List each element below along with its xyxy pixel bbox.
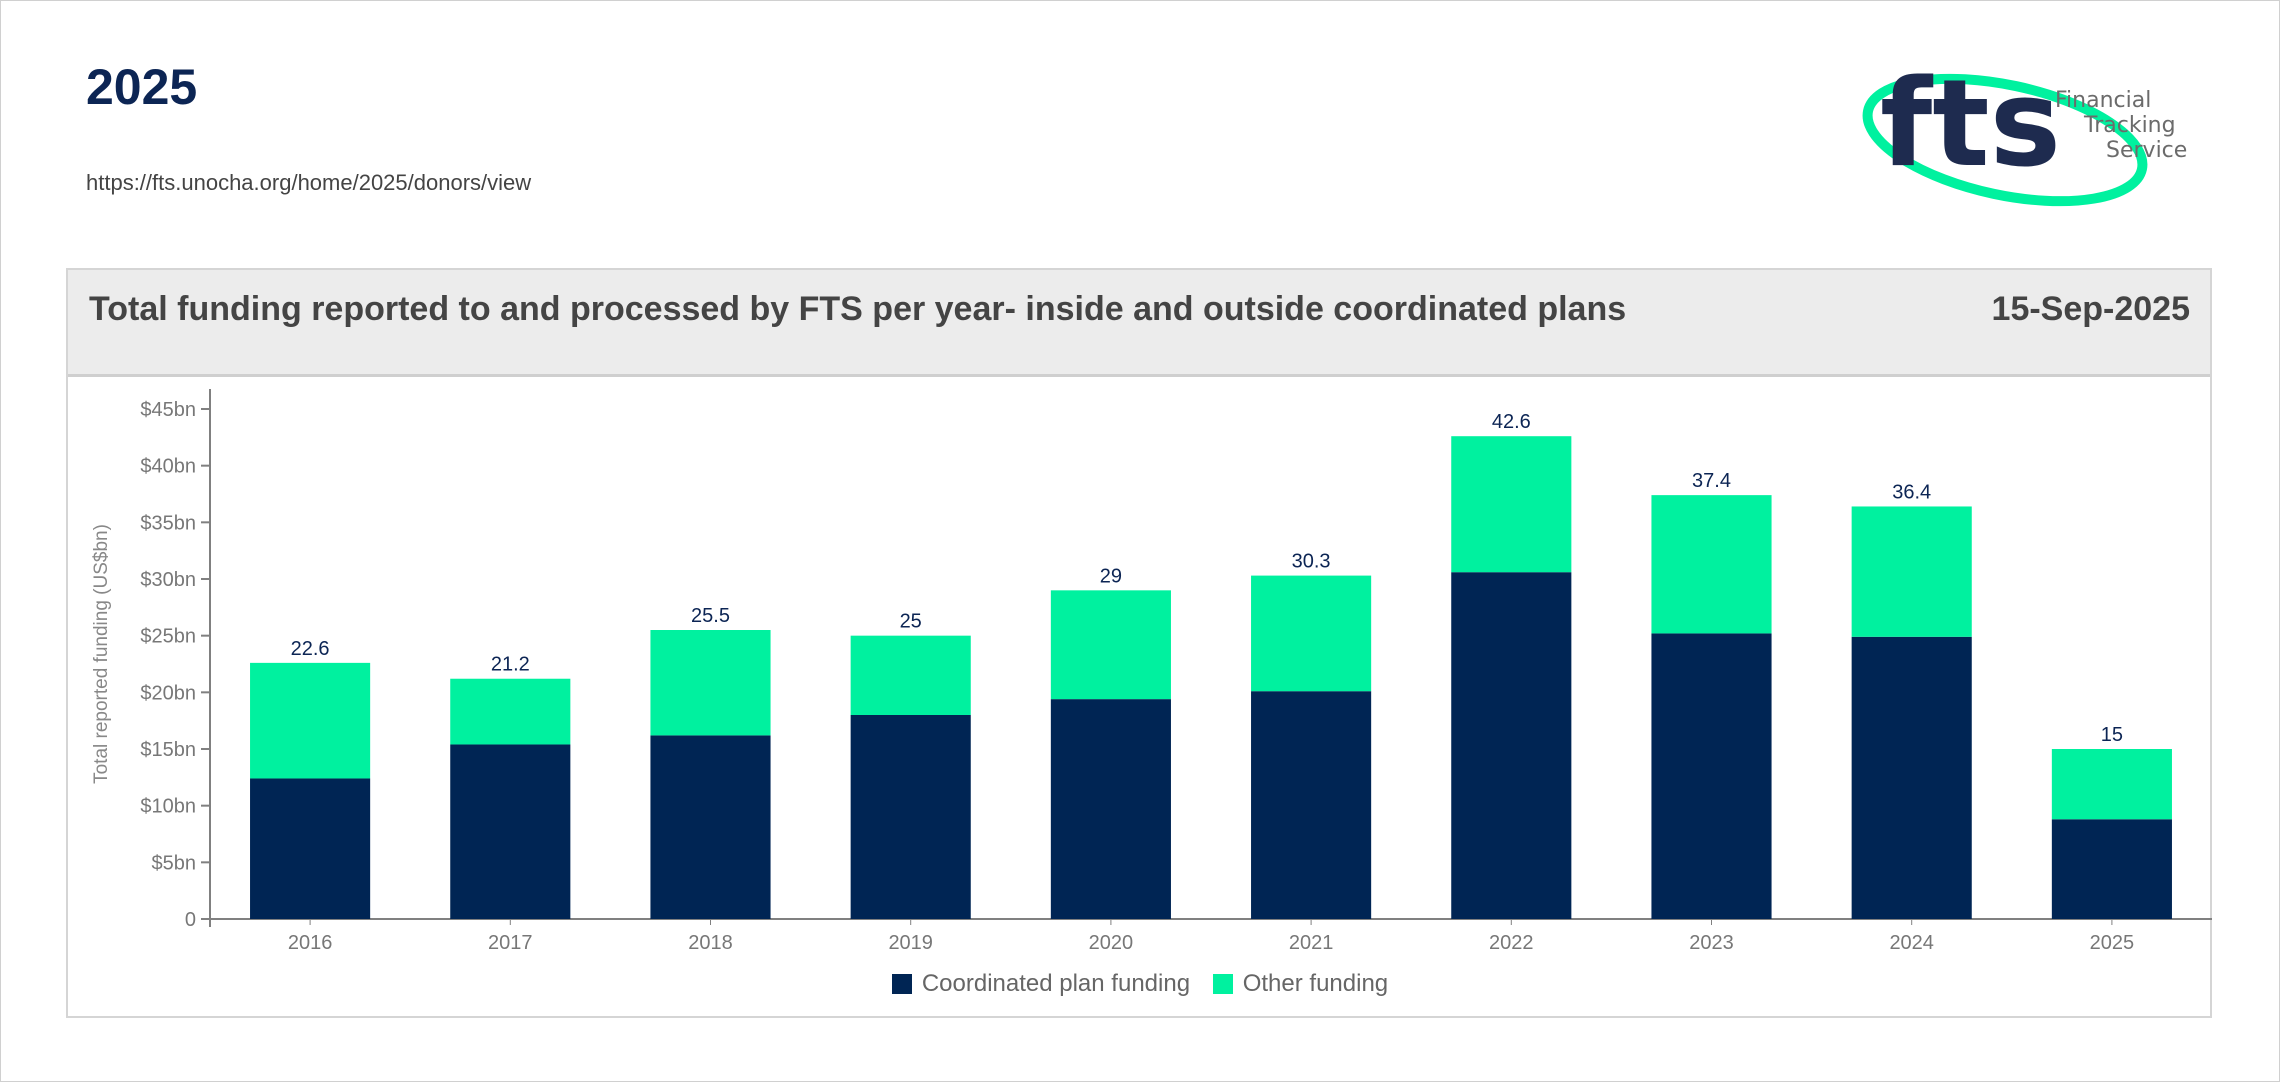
x-tick-label: 2024 xyxy=(1889,932,1934,954)
funding-bar-chart: 0 $5bn $10bn $15bn $20bn $25bn $30bn $35bn $40bn… xyxy=(91,389,2212,954)
bar-coordinated-2022 xyxy=(1451,572,1572,919)
chart-panel-header: Total funding reported to and processed … xyxy=(68,270,2210,377)
legend-swatch-other xyxy=(1212,974,1233,994)
page-year-heading: 2025 xyxy=(86,59,198,115)
y-tick-label: $10bn xyxy=(140,796,196,818)
logo-mark: fts xyxy=(1880,55,2061,194)
bar-total-label: 36.4 xyxy=(1892,481,1931,503)
bar-other-2021 xyxy=(1251,575,1372,692)
bar-total-label: 15 xyxy=(2101,724,2123,746)
chart-legend: Coordinated plan funding Other funding xyxy=(0,970,2280,1001)
legend-label-coordinated: Coordinated plan funding xyxy=(921,970,1191,997)
y-tick-label: $40bn xyxy=(140,456,196,478)
bar-other-2024 xyxy=(1851,506,1972,637)
bar-coordinated-2017 xyxy=(450,744,571,919)
chart-title: Total funding reported to and processed … xyxy=(89,290,1627,328)
chart-panel: Total funding reported to and processed … xyxy=(66,268,2212,1018)
x-tick-label: 2016 xyxy=(288,932,333,954)
y-axis-title: Total reported funding (US$bn) xyxy=(91,524,112,784)
bar-coordinated-2016 xyxy=(250,778,371,919)
bar-total-label: 25.5 xyxy=(691,605,730,627)
y-tick-label: $5bn xyxy=(152,852,197,874)
x-tick-label: 2022 xyxy=(1489,932,1534,954)
logo-text-financial: Financial xyxy=(2055,88,2152,113)
bar-other-2025 xyxy=(2051,749,2172,820)
legend-item-coordinated[interactable]: Coordinated plan funding xyxy=(891,970,1191,998)
y-tick-label: 0 xyxy=(185,909,196,931)
bar-coordinated-2023 xyxy=(1651,633,1772,919)
chart-date: 15-Sep-2025 xyxy=(1991,290,2190,328)
x-tick-label: 2021 xyxy=(1289,932,1334,954)
bar-other-2020 xyxy=(1050,590,1171,700)
x-tick-label: 2018 xyxy=(688,932,733,954)
bar-total-label: 21.2 xyxy=(491,654,530,676)
bar-other-2016 xyxy=(250,662,371,779)
bar-total-label: 30.3 xyxy=(1292,551,1331,573)
legend-swatch-coordinated xyxy=(891,974,912,994)
bar-total-label: 22.6 xyxy=(291,638,330,660)
page-url[interactable]: https://fts.unocha.org/home/2025/donors/… xyxy=(86,170,532,195)
x-tick-label: 2025 xyxy=(2090,932,2135,954)
fts-logo: fts Financial Tracking Service xyxy=(1800,40,2190,230)
bar-other-2017 xyxy=(450,678,571,745)
bar-total-label: 37.4 xyxy=(1692,470,1731,492)
bar-total-label: 29 xyxy=(1100,565,1122,587)
x-tick-label: 2023 xyxy=(1689,932,1734,954)
x-tick-label: 2017 xyxy=(488,932,533,954)
bar-coordinated-2019 xyxy=(850,715,971,919)
x-tick-label: 2019 xyxy=(888,932,933,954)
y-tick-label: $25bn xyxy=(140,626,196,648)
legend-label-other: Other funding xyxy=(1242,970,1389,997)
bar-other-2023 xyxy=(1651,495,1772,634)
y-tick-label: $45bn xyxy=(140,399,196,421)
y-tick-label: $20bn xyxy=(140,682,196,704)
legend-item-other[interactable]: Other funding xyxy=(1212,970,1389,998)
bar-coordinated-2021 xyxy=(1251,691,1372,919)
y-tick-label: $30bn xyxy=(140,569,196,591)
bar-total-label: 25 xyxy=(900,611,922,633)
bar-other-2018 xyxy=(650,630,771,736)
bar-other-2022 xyxy=(1451,436,1572,573)
bar-coordinated-2020 xyxy=(1050,699,1171,919)
y-tick-label: $15bn xyxy=(140,739,196,761)
bar-other-2019 xyxy=(850,635,971,715)
bar-coordinated-2024 xyxy=(1851,636,1972,919)
bar-total-label: 42.6 xyxy=(1492,411,1531,433)
logo-text-service: Service xyxy=(2106,138,2188,163)
y-tick-label: $35bn xyxy=(140,512,196,534)
bar-coordinated-2018 xyxy=(650,735,771,919)
fts-logo-icon: fts xyxy=(1862,55,2148,207)
logo-text-tracking: Tracking xyxy=(2084,113,2176,138)
bar-coordinated-2025 xyxy=(2051,819,2172,919)
x-tick-label: 2020 xyxy=(1089,932,1134,954)
